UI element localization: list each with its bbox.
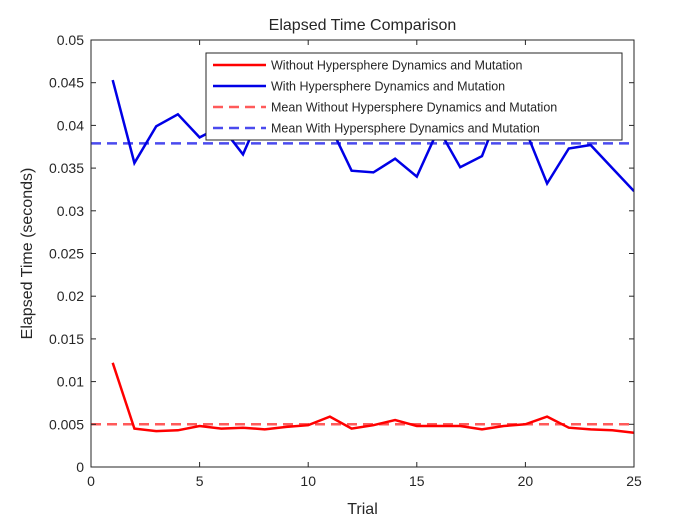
y-axis-title: Elapsed Time (seconds) [19,168,36,340]
y-tick-label: 0.005 [49,416,84,432]
y-tick-label: 0.04 [57,117,84,133]
series-line-without [111,362,634,435]
y-tick-label: 0.025 [49,246,84,262]
y-tick-label: 0.02 [57,288,84,304]
y-tick-label: 0.035 [49,160,84,176]
x-tick-label: 25 [626,473,642,489]
y-tick-label: 0.01 [57,374,84,390]
legend-box [205,52,623,141]
y-tick-label: 0.05 [57,32,84,48]
legend-label: Without Hypersphere Dynamics and Mutatio… [271,59,523,73]
x-tick-label: 0 [87,473,95,489]
y-tick-label: 0.015 [49,331,84,347]
x-tick-label: 20 [518,473,534,489]
legend: Without Hypersphere Dynamics and Mutatio… [205,52,623,141]
series-layer [91,79,634,435]
ticks-layer: 0 5 10 15 20 25 0 0.005 0.01 0.015 0.02 0.025 0.03 0.… [49,32,642,489]
x-axis-title: Trial [347,501,378,518]
chart-title: Elapsed Time Comparison [269,17,457,34]
y-tick-label: 0.03 [57,203,84,219]
series-line-with [111,79,634,193]
y-tick-label: 0.045 [49,75,84,91]
legend-label: With Hypersphere Dynamics and Mutation [271,80,505,94]
x-tick-label: 5 [196,473,204,489]
x-tick-label: 10 [300,473,316,489]
y-tick-label: 0 [76,459,84,475]
legend-label: Mean Without Hypersphere Dynamics and Mu… [271,101,557,115]
legend-label: Mean With Hypersphere Dynamics and Mutat… [271,122,540,136]
x-tick-label: 15 [409,473,425,489]
